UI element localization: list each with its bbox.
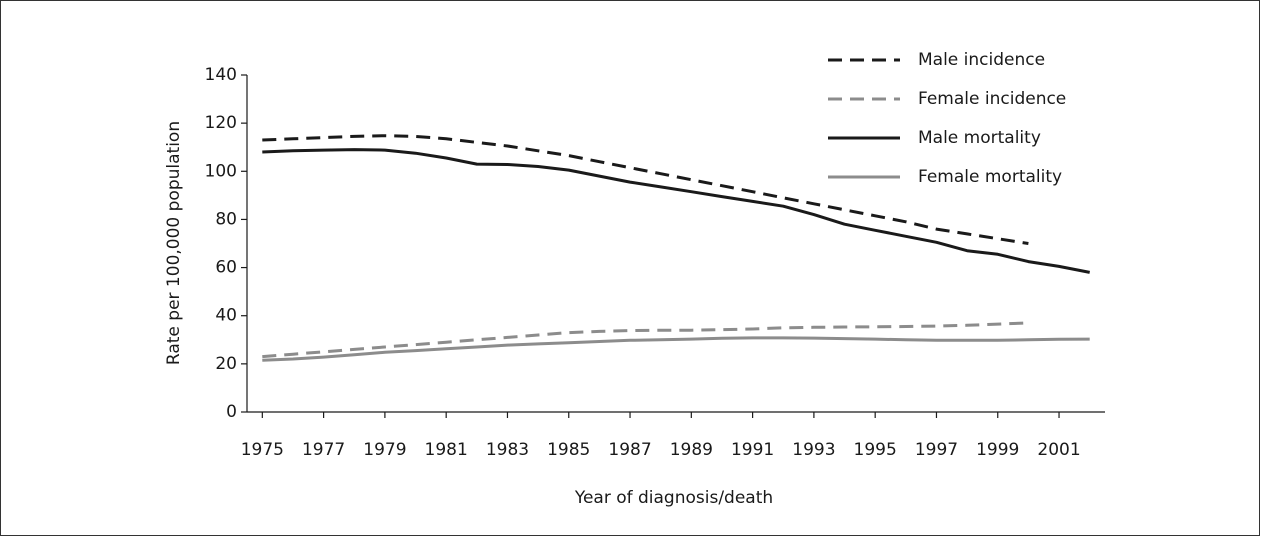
x-tick-label: 1997 bbox=[915, 440, 958, 460]
x-tick-label: 1989 bbox=[670, 440, 713, 460]
legend-label: Male incidence bbox=[918, 50, 1045, 70]
y-tick-label: 0 bbox=[226, 402, 237, 422]
series-line bbox=[262, 134, 1029, 245]
series-line bbox=[262, 148, 1090, 274]
series-line bbox=[262, 321, 1029, 359]
y-tick-label: 120 bbox=[205, 113, 237, 133]
y-tick-label: 20 bbox=[215, 354, 237, 374]
x-tick-label: 1979 bbox=[363, 440, 406, 460]
x-tick-label: 2001 bbox=[1037, 440, 1080, 460]
legend-label: Female mortality bbox=[918, 167, 1062, 187]
legend-label: Male mortality bbox=[918, 128, 1041, 148]
series-line bbox=[262, 336, 1090, 362]
x-tick-label: 1975 bbox=[241, 440, 284, 460]
y-tick-label: 140 bbox=[205, 65, 237, 85]
x-tick-label: 1991 bbox=[731, 440, 774, 460]
y-tick-label: 40 bbox=[215, 306, 237, 326]
x-tick-label: 1999 bbox=[976, 440, 1019, 460]
x-tick-label: 1987 bbox=[608, 440, 651, 460]
y-tick-label: 60 bbox=[215, 258, 237, 278]
x-tick-label: 1977 bbox=[302, 440, 345, 460]
y-axis-title: Rate per 100,000 population bbox=[164, 121, 184, 365]
y-tick-label: 100 bbox=[205, 161, 237, 181]
legend-label: Female incidence bbox=[918, 89, 1066, 109]
x-tick-label: 1981 bbox=[425, 440, 468, 460]
x-tick-label: 1983 bbox=[486, 440, 529, 460]
x-tick-label: 1995 bbox=[854, 440, 897, 460]
x-tick-label: 1993 bbox=[792, 440, 835, 460]
x-axis-title: Year of diagnosis/death bbox=[574, 488, 773, 508]
y-tick-label: 80 bbox=[215, 209, 237, 229]
x-tick-label: 1985 bbox=[547, 440, 590, 460]
